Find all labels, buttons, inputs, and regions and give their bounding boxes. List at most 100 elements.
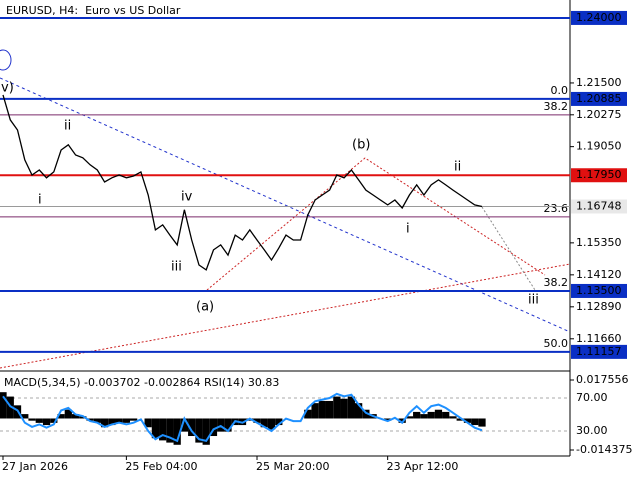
level-label: 1.20885 <box>576 92 622 105</box>
macd-bar <box>122 418 131 423</box>
macd-bar <box>275 418 283 426</box>
macd-bar <box>173 418 181 445</box>
y-tick-label: 1.20275 <box>576 108 622 121</box>
macd-bar <box>42 418 51 426</box>
level-label: 1.24000 <box>576 11 622 24</box>
wave-label: iv <box>181 190 193 205</box>
wave-label: ii <box>454 160 461 175</box>
y-tick-label: -0.014375 <box>576 443 632 456</box>
macd-bar <box>21 414 29 419</box>
macd-bar <box>427 411 435 419</box>
trend-line <box>0 263 571 369</box>
level-label-box <box>571 10 627 25</box>
y-tick-label: 1.19050 <box>576 140 622 153</box>
x-tick-label: 27 Jan 2026 <box>2 460 68 473</box>
macd-bar <box>304 409 312 419</box>
macd-bar <box>463 418 472 423</box>
macd-bar <box>209 418 218 437</box>
y-tick-label: 0.017556 <box>576 373 629 386</box>
fib-label: 50.0 <box>544 337 569 350</box>
fib-label: 0.0 <box>551 84 569 97</box>
level-label-box <box>571 344 627 359</box>
macd-bar <box>115 418 123 423</box>
macd-bar <box>108 418 116 426</box>
macd-bar <box>71 414 80 419</box>
y-tick-label: 1.12890 <box>576 300 622 313</box>
macd-bar <box>311 403 319 419</box>
macd-bar <box>260 418 268 428</box>
macd-bar <box>420 414 428 419</box>
wave-label: (b) <box>352 138 370 153</box>
macd-bar <box>318 400 326 419</box>
y-tick-label: 1.21500 <box>576 76 622 89</box>
macd-bar <box>224 418 232 432</box>
wave-label: i <box>38 193 42 208</box>
fib-label: 23.6 <box>544 202 569 215</box>
macd-bar <box>442 411 450 419</box>
level-label-box <box>571 168 627 183</box>
wave-line <box>206 157 546 291</box>
macd-bar <box>340 398 348 419</box>
wave-label: iii <box>528 293 539 308</box>
macd-bar <box>253 418 261 423</box>
level-label-box <box>571 199 627 214</box>
macd-bar <box>100 418 109 428</box>
level-label-box <box>571 283 627 298</box>
x-tick-label: 25 Mar 20:00 <box>256 460 329 473</box>
macd-bar <box>79 416 87 419</box>
trend-line <box>0 77 571 333</box>
macd-bar <box>180 418 189 432</box>
level-label: 1.17950 <box>576 168 622 181</box>
level-label: 1.11157 <box>576 345 622 358</box>
macd-bar <box>267 418 276 430</box>
macd-bar <box>434 409 443 419</box>
macd-bar <box>93 418 101 423</box>
macd-bar <box>195 418 203 443</box>
wave-line <box>481 206 536 291</box>
macd-bar <box>333 396 341 419</box>
macd-bar <box>347 396 355 419</box>
fib-label: 38.2 <box>544 100 569 113</box>
macd-bar <box>398 418 406 423</box>
macd-bar <box>35 418 43 423</box>
macd-bar <box>478 418 486 427</box>
rsi-line <box>2 392 483 443</box>
y-tick-label: 1.15350 <box>576 236 622 249</box>
macd-bar <box>151 418 160 439</box>
macd-bar <box>325 400 334 419</box>
macd-bar <box>144 418 152 428</box>
x-tick-label: 25 Feb 04:00 <box>125 460 197 473</box>
price-line <box>2 94 483 271</box>
macd-bar <box>413 411 421 419</box>
macd-bar <box>202 418 210 445</box>
macd-bar <box>449 416 457 419</box>
macd-bar <box>384 418 392 421</box>
macd-bar <box>159 418 167 441</box>
y-tick-label: 1.14120 <box>576 268 622 281</box>
wave-label: i <box>406 222 410 237</box>
macd-bar <box>166 418 174 443</box>
level-label: 1.13500 <box>576 284 622 297</box>
level-label: 1.16748 <box>576 200 622 213</box>
macd-bar <box>28 418 36 421</box>
fib-label: 38.2 <box>544 276 569 289</box>
x-tick-label: 23 Apr 12:00 <box>387 460 459 473</box>
level-label-box <box>571 91 627 106</box>
wave-label: v) <box>1 81 14 96</box>
macd-bar <box>362 409 370 419</box>
macd-bar <box>64 409 72 419</box>
wave-label: ii <box>64 119 71 134</box>
y-tick-label: 70.00 <box>576 391 608 404</box>
wave-label: (a) <box>196 300 214 315</box>
macd-bar <box>354 403 363 419</box>
macd-bar <box>456 418 464 421</box>
y-tick-label: 1.11660 <box>576 332 622 345</box>
macd-bar <box>86 418 94 421</box>
chart-title: EURUSD, H4: Euro vs US Dollar <box>6 4 181 17</box>
wave-label: iii <box>171 260 182 275</box>
macd-bar <box>188 418 196 437</box>
macd-bar <box>57 414 65 419</box>
macd-bar <box>50 418 58 423</box>
macd-bar <box>471 418 479 426</box>
